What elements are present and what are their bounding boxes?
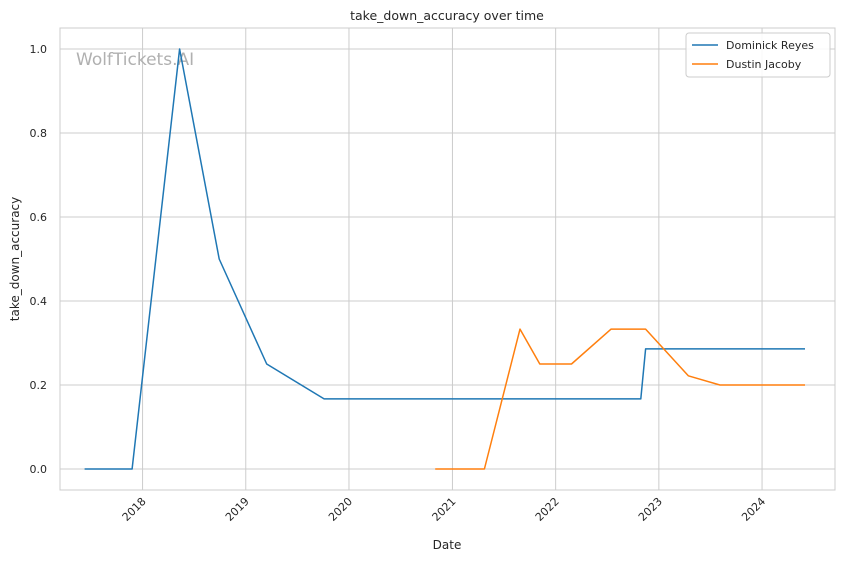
y-tick-label: 1.0 [30,43,48,56]
y-tick-label: 0.0 [30,463,48,476]
y-tick-labels: 0.0 0.2 0.4 0.6 0.8 1.0 [30,43,48,476]
x-tick-label: 2022 [533,495,562,524]
y-tick-label: 0.4 [30,295,48,308]
x-tick-label: 2024 [739,495,768,524]
x-tick-label: 2018 [120,495,149,524]
legend-label-dustin-jacoby: Dustin Jacoby [726,58,802,71]
y-axis-label: take_down_accuracy [8,197,22,321]
x-tick-label: 2019 [223,495,252,524]
x-axis-label: Date [433,538,462,552]
x-tick-label: 2023 [636,495,665,524]
x-tick-labels: 2018 2019 2020 2021 2022 2023 2024 [120,495,768,524]
y-tick-label: 0.8 [30,127,48,140]
x-tick-label: 2021 [430,495,459,524]
x-tick-label: 2020 [326,495,355,524]
y-tick-label: 0.6 [30,211,48,224]
grid [60,28,835,490]
legend-label-dominick-reyes: Dominick Reyes [726,39,814,52]
legend: Dominick Reyes Dustin Jacoby [685,32,831,78]
plot-area [59,27,836,491]
legend-box [685,32,831,78]
series-line-dominick-reyes [84,48,805,470]
series-lines [84,48,805,470]
watermark: WolfTickets.AI [76,50,194,70]
y-tick-label: 0.2 [30,379,48,392]
series-line-dustin-jacoby [435,328,805,470]
chart-title: take_down_accuracy over time [350,8,544,23]
